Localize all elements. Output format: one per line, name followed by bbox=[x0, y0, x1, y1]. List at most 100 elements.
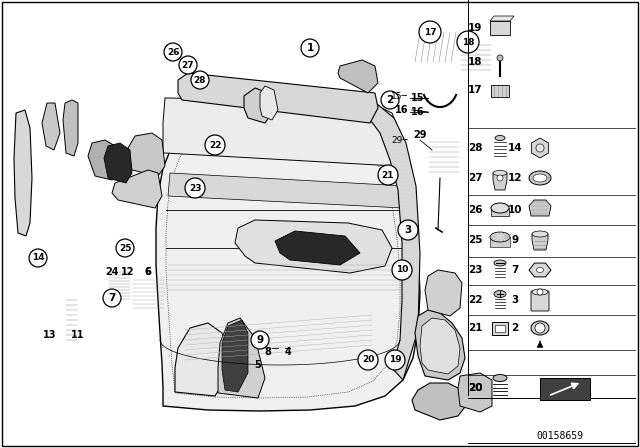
Text: 18: 18 bbox=[461, 38, 474, 47]
Circle shape bbox=[535, 323, 545, 333]
Circle shape bbox=[457, 31, 479, 53]
Circle shape bbox=[385, 350, 405, 370]
Polygon shape bbox=[168, 173, 406, 208]
Ellipse shape bbox=[532, 231, 548, 237]
Circle shape bbox=[185, 178, 205, 198]
Polygon shape bbox=[532, 234, 548, 250]
Polygon shape bbox=[338, 60, 378, 93]
Text: 7: 7 bbox=[511, 265, 518, 275]
Text: 17: 17 bbox=[424, 27, 436, 36]
Polygon shape bbox=[244, 88, 272, 123]
Text: 11: 11 bbox=[71, 330, 84, 340]
Text: 18: 18 bbox=[468, 57, 483, 67]
Polygon shape bbox=[156, 98, 420, 411]
Text: 29─: 29─ bbox=[391, 135, 408, 145]
Text: 9: 9 bbox=[511, 235, 518, 245]
Text: 6: 6 bbox=[145, 267, 152, 277]
Circle shape bbox=[536, 144, 544, 152]
Polygon shape bbox=[490, 21, 510, 35]
Polygon shape bbox=[178, 73, 378, 123]
Text: 12: 12 bbox=[121, 267, 135, 277]
Text: 23: 23 bbox=[189, 184, 201, 193]
Text: 27: 27 bbox=[468, 173, 483, 183]
Text: 22: 22 bbox=[209, 141, 221, 150]
Polygon shape bbox=[425, 270, 462, 316]
Circle shape bbox=[103, 289, 121, 307]
Polygon shape bbox=[112, 170, 162, 208]
Polygon shape bbox=[540, 378, 590, 400]
Polygon shape bbox=[218, 318, 265, 398]
Polygon shape bbox=[490, 16, 514, 21]
Text: 26: 26 bbox=[167, 47, 179, 56]
Circle shape bbox=[191, 71, 209, 89]
Text: 13: 13 bbox=[44, 330, 57, 340]
Polygon shape bbox=[420, 318, 460, 374]
Ellipse shape bbox=[494, 260, 506, 266]
Polygon shape bbox=[412, 383, 468, 420]
Circle shape bbox=[381, 91, 399, 109]
Circle shape bbox=[29, 249, 47, 267]
Ellipse shape bbox=[490, 232, 510, 242]
Text: 24: 24 bbox=[105, 267, 119, 277]
Circle shape bbox=[419, 21, 441, 43]
Polygon shape bbox=[63, 100, 78, 156]
Ellipse shape bbox=[529, 171, 551, 185]
Text: 19: 19 bbox=[388, 356, 401, 365]
Text: 16: 16 bbox=[412, 107, 425, 117]
FancyBboxPatch shape bbox=[490, 237, 510, 247]
Polygon shape bbox=[415, 310, 465, 380]
Text: 26: 26 bbox=[468, 205, 483, 215]
Ellipse shape bbox=[493, 375, 507, 382]
Text: 4: 4 bbox=[285, 347, 291, 357]
Ellipse shape bbox=[532, 289, 548, 295]
Polygon shape bbox=[458, 373, 492, 412]
Text: 28: 28 bbox=[468, 143, 483, 153]
Polygon shape bbox=[360, 100, 420, 380]
Text: 6: 6 bbox=[145, 267, 152, 277]
Polygon shape bbox=[222, 320, 248, 392]
Circle shape bbox=[392, 260, 412, 280]
Polygon shape bbox=[163, 98, 402, 166]
Ellipse shape bbox=[491, 203, 509, 213]
Text: 10: 10 bbox=[396, 266, 408, 275]
Circle shape bbox=[497, 175, 503, 181]
Ellipse shape bbox=[536, 267, 543, 272]
Polygon shape bbox=[88, 140, 118, 180]
FancyBboxPatch shape bbox=[531, 291, 549, 311]
Text: 21: 21 bbox=[381, 171, 394, 180]
Text: 3: 3 bbox=[404, 225, 412, 235]
Text: 1: 1 bbox=[307, 43, 314, 53]
Circle shape bbox=[497, 55, 503, 61]
Ellipse shape bbox=[533, 174, 547, 182]
Circle shape bbox=[179, 56, 197, 74]
Text: 5: 5 bbox=[255, 360, 261, 370]
Text: 25: 25 bbox=[468, 235, 483, 245]
Text: 29: 29 bbox=[413, 130, 427, 140]
Polygon shape bbox=[175, 323, 228, 396]
Text: 22: 22 bbox=[468, 295, 483, 305]
Ellipse shape bbox=[494, 290, 506, 297]
Circle shape bbox=[164, 43, 182, 61]
Circle shape bbox=[378, 165, 398, 185]
Text: 10: 10 bbox=[508, 205, 522, 215]
Text: 14: 14 bbox=[32, 254, 44, 263]
FancyBboxPatch shape bbox=[491, 85, 509, 97]
Text: 14: 14 bbox=[508, 143, 522, 153]
Circle shape bbox=[358, 350, 378, 370]
Polygon shape bbox=[128, 133, 165, 176]
Text: 19: 19 bbox=[468, 23, 482, 33]
Text: 23: 23 bbox=[468, 265, 483, 275]
Text: 20: 20 bbox=[468, 383, 483, 393]
Polygon shape bbox=[235, 220, 392, 273]
Text: 3: 3 bbox=[511, 295, 518, 305]
Text: 16: 16 bbox=[394, 105, 408, 115]
Ellipse shape bbox=[493, 171, 507, 176]
Circle shape bbox=[116, 239, 134, 257]
Circle shape bbox=[537, 289, 543, 295]
Polygon shape bbox=[529, 263, 551, 277]
Ellipse shape bbox=[531, 321, 549, 335]
Polygon shape bbox=[529, 200, 551, 216]
Circle shape bbox=[205, 135, 225, 155]
Circle shape bbox=[398, 220, 418, 240]
Text: 27: 27 bbox=[182, 60, 195, 69]
